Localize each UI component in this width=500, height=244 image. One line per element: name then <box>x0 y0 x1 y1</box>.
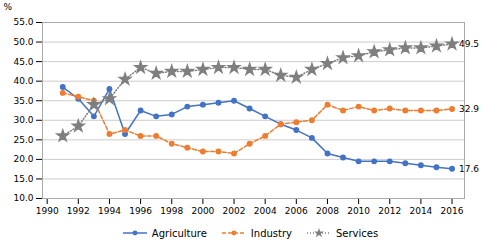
svg-text:50.0: 50.0 <box>13 37 33 47</box>
svg-text:40.0: 40.0 <box>13 76 33 86</box>
svg-text:45.0: 45.0 <box>13 56 33 66</box>
svg-text:10.0: 10.0 <box>13 193 33 203</box>
svg-text:1992: 1992 <box>67 206 90 216</box>
svg-text:1990: 1990 <box>36 206 59 216</box>
svg-text:2000: 2000 <box>191 206 214 216</box>
svg-text:2010: 2010 <box>347 206 370 216</box>
svg-text:2012: 2012 <box>378 206 401 216</box>
svg-text:2002: 2002 <box>223 206 246 216</box>
svg-text:35.0: 35.0 <box>13 96 33 106</box>
svg-text:1998: 1998 <box>160 206 183 216</box>
svg-text:20.0: 20.0 <box>13 154 33 164</box>
svg-text:55.0: 55.0 <box>13 17 33 27</box>
svg-text:30.0: 30.0 <box>13 115 33 125</box>
svg-text:2016: 2016 <box>441 206 464 216</box>
svg-text:32.9: 32.9 <box>459 104 479 114</box>
html-text:Agriculture: Agriculture <box>151 227 207 239</box>
svg-text:25.0: 25.0 <box>13 135 33 145</box>
svg-text:17.6: 17.6 <box>459 164 479 174</box>
svg-text:1994: 1994 <box>98 206 121 216</box>
svg-text:2014: 2014 <box>409 206 432 216</box>
svg-text:2008: 2008 <box>316 206 339 216</box>
svg-text:2006: 2006 <box>285 206 308 216</box>
svg-text:%: % <box>4 2 13 12</box>
svg-text:49.5: 49.5 <box>459 39 479 49</box>
svg-text:15.0: 15.0 <box>13 174 33 184</box>
html-text:Services: Services <box>336 227 379 239</box>
svg-text:1996: 1996 <box>129 206 152 216</box>
html-text:Industry: Industry <box>250 227 292 239</box>
svg-text:2004: 2004 <box>254 206 277 216</box>
